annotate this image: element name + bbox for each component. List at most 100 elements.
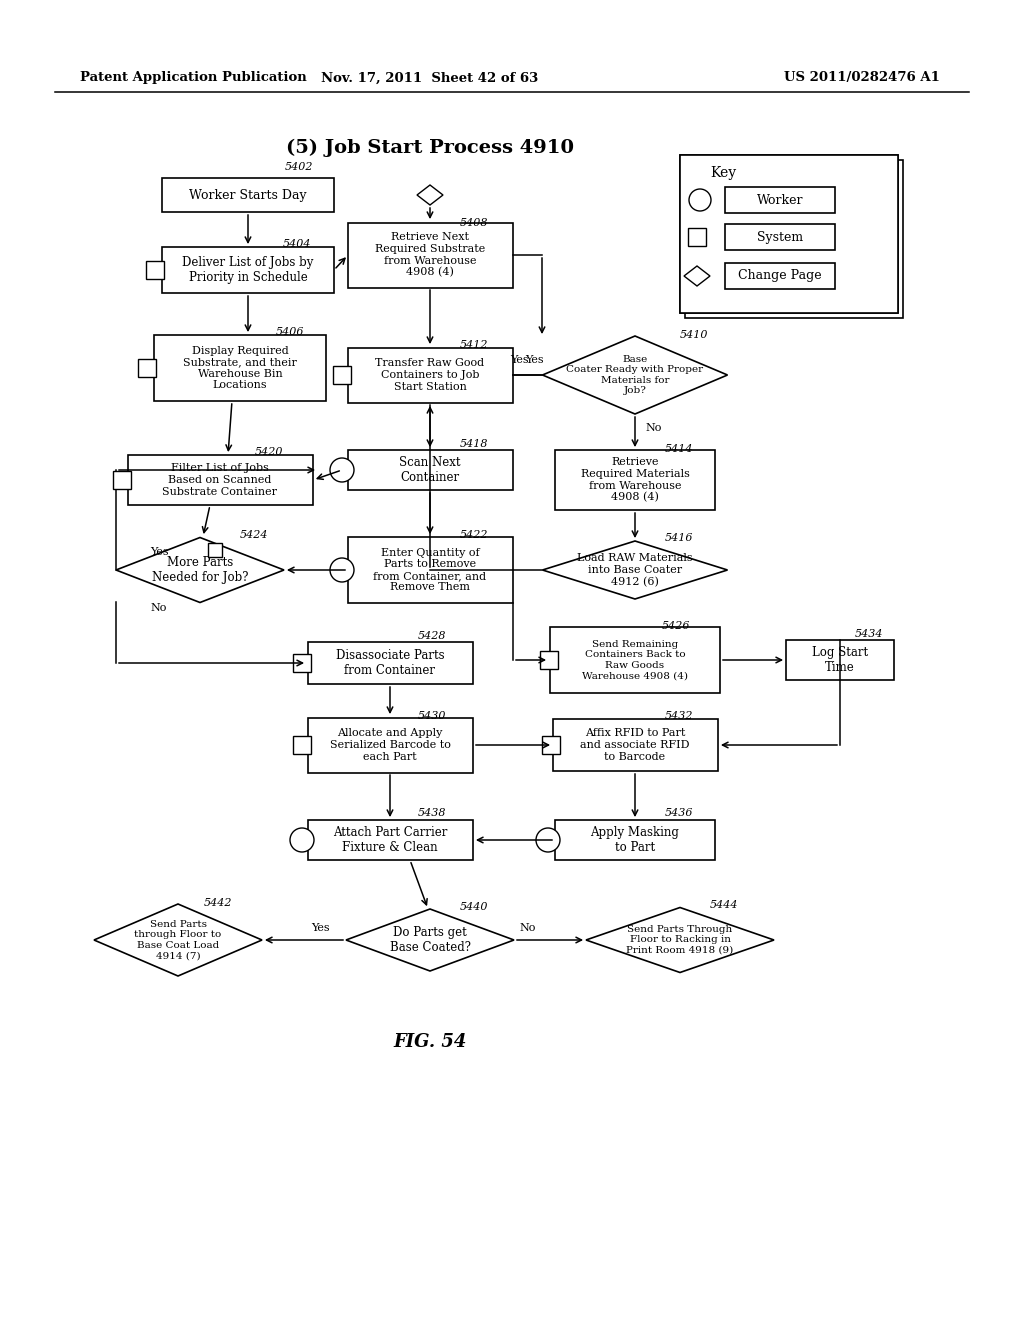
Bar bbox=[540, 651, 558, 669]
Text: Change Page: Change Page bbox=[738, 269, 822, 282]
Bar bbox=[553, 719, 718, 771]
Text: 5410: 5410 bbox=[680, 330, 709, 341]
Bar bbox=[333, 366, 351, 384]
Bar bbox=[293, 737, 311, 754]
Text: System: System bbox=[757, 231, 803, 243]
Polygon shape bbox=[116, 537, 284, 602]
Bar bbox=[725, 263, 835, 289]
Circle shape bbox=[290, 828, 314, 851]
Circle shape bbox=[689, 189, 711, 211]
Text: 5414: 5414 bbox=[665, 444, 693, 454]
Text: 5442: 5442 bbox=[204, 898, 232, 908]
Text: Nov. 17, 2011  Sheet 42 of 63: Nov. 17, 2011 Sheet 42 of 63 bbox=[322, 71, 539, 84]
Bar bbox=[555, 450, 715, 510]
Text: Patent Application Publication: Patent Application Publication bbox=[80, 71, 307, 84]
Bar bbox=[162, 247, 334, 293]
Bar bbox=[680, 154, 898, 313]
Text: Send Parts
through Floor to
Base Coat Load
4914 (7): Send Parts through Floor to Base Coat Lo… bbox=[134, 920, 221, 960]
Bar bbox=[307, 718, 472, 772]
Text: 5432: 5432 bbox=[665, 711, 693, 721]
Text: 5408: 5408 bbox=[460, 218, 488, 228]
Text: No: No bbox=[520, 923, 537, 933]
Bar bbox=[154, 335, 326, 401]
Text: 5416: 5416 bbox=[665, 533, 693, 543]
Text: Apply Masking
to Part: Apply Masking to Part bbox=[591, 826, 680, 854]
Polygon shape bbox=[94, 904, 262, 975]
Text: Do Parts get
Base Coated?: Do Parts get Base Coated? bbox=[389, 927, 470, 954]
Text: 5440: 5440 bbox=[460, 902, 488, 912]
Text: 5404: 5404 bbox=[283, 239, 311, 249]
Text: Attach Part Carrier
Fixture & Clean: Attach Part Carrier Fixture & Clean bbox=[333, 826, 447, 854]
Text: US 2011/0282476 A1: US 2011/0282476 A1 bbox=[784, 71, 940, 84]
Text: Yes: Yes bbox=[525, 355, 544, 366]
Bar bbox=[113, 471, 131, 488]
Text: 5426: 5426 bbox=[662, 620, 690, 631]
Text: Base
Coater Ready with Proper
Materials for
Job?: Base Coater Ready with Proper Materials … bbox=[566, 355, 703, 395]
Text: 5428: 5428 bbox=[418, 631, 446, 642]
Text: 5402: 5402 bbox=[285, 162, 313, 172]
Text: FIG. 54: FIG. 54 bbox=[393, 1034, 467, 1051]
Text: Yes: Yes bbox=[150, 546, 169, 557]
Bar bbox=[146, 261, 164, 279]
Text: Send Parts Through
Floor to Racking in
Print Room 4918 (9): Send Parts Through Floor to Racking in P… bbox=[627, 925, 733, 954]
Text: 5418: 5418 bbox=[460, 440, 488, 449]
Text: Display Required
Substrate, and their
Warehouse Bin
Locations: Display Required Substrate, and their Wa… bbox=[183, 346, 297, 391]
Polygon shape bbox=[543, 337, 727, 414]
Text: 5424: 5424 bbox=[240, 531, 268, 540]
Bar bbox=[307, 642, 472, 684]
Bar bbox=[550, 627, 720, 693]
Text: No: No bbox=[150, 603, 166, 612]
Text: Retrieve
Required Materials
from Warehouse
4908 (4): Retrieve Required Materials from Warehou… bbox=[581, 458, 689, 503]
Bar bbox=[680, 154, 898, 313]
Text: Enter Quantity of
Parts to Remove
from Container, and
Remove Them: Enter Quantity of Parts to Remove from C… bbox=[374, 548, 486, 593]
Text: Transfer Raw Good
Containers to Job
Start Station: Transfer Raw Good Containers to Job Star… bbox=[376, 359, 484, 392]
Text: Log Start
Time: Log Start Time bbox=[812, 645, 868, 675]
Polygon shape bbox=[586, 908, 774, 973]
Bar bbox=[555, 820, 715, 861]
Text: Disassociate Parts
from Container: Disassociate Parts from Container bbox=[336, 649, 444, 677]
Text: 5406: 5406 bbox=[276, 327, 304, 337]
Circle shape bbox=[330, 558, 354, 582]
Text: Load RAW Materials
into Base Coater
4912 (6): Load RAW Materials into Base Coater 4912… bbox=[578, 553, 693, 587]
Bar bbox=[293, 653, 311, 672]
Text: (5) Job Start Process 4910: (5) Job Start Process 4910 bbox=[286, 139, 574, 157]
Bar bbox=[347, 537, 512, 603]
Polygon shape bbox=[346, 909, 514, 972]
Text: 5430: 5430 bbox=[418, 711, 446, 721]
Bar bbox=[347, 347, 512, 403]
Text: Worker: Worker bbox=[757, 194, 803, 206]
Text: 5444: 5444 bbox=[710, 900, 738, 909]
Polygon shape bbox=[684, 267, 710, 286]
Circle shape bbox=[536, 828, 560, 851]
Text: Affix RFID to Part
and associate RFID
to Barcode: Affix RFID to Part and associate RFID to… bbox=[581, 729, 690, 762]
Text: 5436: 5436 bbox=[665, 808, 693, 818]
Text: 5420: 5420 bbox=[255, 447, 284, 457]
Text: Retrieve Next
Required Substrate
from Warehouse
4908 (4): Retrieve Next Required Substrate from Wa… bbox=[375, 232, 485, 277]
Text: No: No bbox=[645, 422, 662, 433]
Bar bbox=[347, 450, 512, 490]
Text: Yes: Yes bbox=[510, 355, 528, 366]
Bar bbox=[786, 640, 894, 680]
Text: 5412: 5412 bbox=[460, 341, 488, 350]
Bar bbox=[162, 178, 334, 213]
Text: 5434: 5434 bbox=[855, 630, 884, 639]
Text: Worker Starts Day: Worker Starts Day bbox=[189, 189, 307, 202]
Bar bbox=[685, 160, 903, 318]
Polygon shape bbox=[543, 541, 727, 599]
Bar bbox=[128, 455, 312, 506]
Circle shape bbox=[330, 458, 354, 482]
Bar bbox=[138, 359, 156, 378]
Text: Allocate and Apply
Serialized Barcode to
each Part: Allocate and Apply Serialized Barcode to… bbox=[330, 729, 451, 762]
Text: More Parts
Needed for Job?: More Parts Needed for Job? bbox=[152, 556, 248, 583]
Text: Filter List of Jobs
Based on Scanned
Substrate Container: Filter List of Jobs Based on Scanned Sub… bbox=[163, 463, 278, 496]
Bar bbox=[307, 820, 472, 861]
Bar bbox=[542, 737, 560, 754]
Bar bbox=[347, 223, 512, 288]
Text: Yes: Yes bbox=[310, 923, 330, 933]
Bar bbox=[688, 228, 706, 246]
Bar bbox=[208, 543, 222, 557]
Text: 5422: 5422 bbox=[460, 531, 488, 540]
Text: Send Remaining
Containers Back to
Raw Goods
Warehouse 4908 (4): Send Remaining Containers Back to Raw Go… bbox=[582, 640, 688, 680]
Text: Key: Key bbox=[710, 166, 736, 180]
Text: Deliver List of Jobs by
Priority in Schedule: Deliver List of Jobs by Priority in Sche… bbox=[182, 256, 313, 284]
